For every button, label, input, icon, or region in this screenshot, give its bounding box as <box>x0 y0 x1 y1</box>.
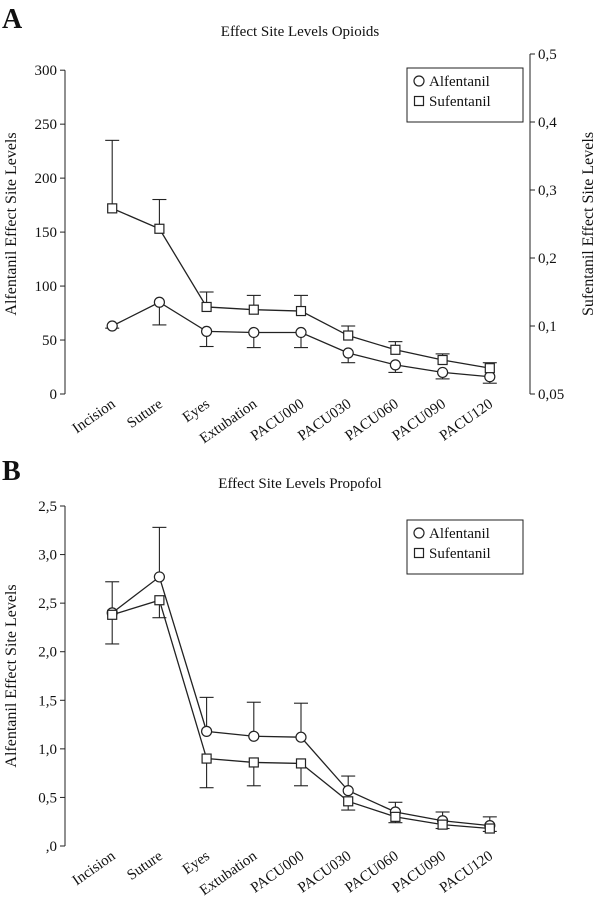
chart-title: Effect Site Levels Propofol <box>218 476 381 492</box>
error-bar <box>294 702 308 738</box>
y-tick-label: 1,5 <box>38 693 57 709</box>
data-point <box>248 304 259 315</box>
x-tick-label: Suture <box>124 396 166 432</box>
x-tick-label: Incision <box>70 848 119 889</box>
chart-panel: B Effect Site Levels Propofol ,0 0,5 1,0 1,5 2… <box>2 456 524 899</box>
legend-marker <box>413 527 425 539</box>
legend-label: Alfentanil <box>429 74 490 90</box>
data-point <box>295 326 307 339</box>
data-point <box>437 819 448 830</box>
legend-label: Sufentanil <box>429 94 491 110</box>
data-point <box>201 325 213 337</box>
data-point <box>153 571 165 583</box>
y-tick-label: 100 <box>35 279 58 295</box>
y-axis-title: Alfentanil Effect Site Levels <box>3 132 20 315</box>
error-bar <box>152 526 167 577</box>
x-tick-label: Eyes <box>180 848 213 878</box>
data-point <box>106 320 118 332</box>
data-point <box>248 326 260 339</box>
y2-tick-label: 0,4 <box>538 115 557 131</box>
legend-marker <box>413 95 425 107</box>
data-point <box>154 223 165 234</box>
error-bar <box>246 701 261 737</box>
y-tick-label: 0,5 <box>38 790 57 806</box>
data-point <box>201 301 212 313</box>
x-tick-label: Eyes <box>180 396 213 426</box>
y-tick-label: 2,5 <box>38 596 57 612</box>
legend-marker <box>413 547 425 559</box>
y2-tick-label: 0,2 <box>538 251 557 267</box>
y-tick-label: 1,0 <box>38 742 57 758</box>
data-point <box>295 305 307 317</box>
x-tick-label: Suture <box>124 848 166 884</box>
error-bar <box>105 139 120 209</box>
y2-tick-label: 0,5 <box>538 47 557 63</box>
y2-tick-label: 0,1 <box>538 319 557 335</box>
data-point <box>153 296 165 308</box>
chart-title: Effect Site Levels Opioids <box>221 24 380 40</box>
x-tick-label: PACU120 <box>437 848 496 896</box>
data-point <box>343 330 354 341</box>
panel-label: A <box>2 4 23 35</box>
chart-panel: A Effect Site Levels Opioids 0 50 100 150 200 2… <box>2 4 597 447</box>
data-point <box>484 363 495 374</box>
panel-label: B <box>2 456 21 487</box>
data-point <box>484 823 495 834</box>
data-point <box>295 731 307 743</box>
error-bar <box>199 696 214 732</box>
data-point <box>248 757 259 768</box>
y-tick-label: 50 <box>42 333 57 349</box>
data-point <box>343 796 354 807</box>
legend: Alfentanil Sufentanil <box>406 67 524 123</box>
y-tick-label: 2,5 <box>38 499 57 515</box>
data-point <box>437 354 448 366</box>
series-line <box>111 575 490 827</box>
legend-box <box>406 519 524 575</box>
x-tick-label: PACU120 <box>437 396 496 444</box>
legend: Alfentanil Sufentanil <box>406 519 524 575</box>
data-point <box>390 344 401 355</box>
data-point <box>248 730 260 742</box>
data-point <box>390 811 401 822</box>
data-point <box>342 347 354 359</box>
data-point <box>295 758 307 769</box>
y-tick-label: 300 <box>35 63 58 79</box>
y-axis-title: Alfentanil Effect Site Levels <box>3 584 20 767</box>
y-tick-label: 0 <box>50 387 58 403</box>
y2-tick-label: 0,05 <box>538 387 564 403</box>
legend-marker <box>413 75 425 87</box>
data-point <box>107 203 118 214</box>
y2-axis-title: Sufentanil Effect Site Levels <box>580 132 597 316</box>
data-point <box>201 725 213 737</box>
y-tick-label: 150 <box>35 225 58 241</box>
y-tick-label: 2,0 <box>38 645 57 661</box>
y-tick-label: 3,0 <box>38 548 57 564</box>
legend-label: Sufentanil <box>429 546 491 562</box>
data-point <box>201 753 212 764</box>
data-point <box>437 366 449 379</box>
legend-box <box>406 67 524 123</box>
y-tick-label: 250 <box>35 117 58 133</box>
legend-label: Alfentanil <box>429 526 490 542</box>
data-point <box>107 609 118 620</box>
data-point <box>342 785 354 797</box>
y2-tick-label: 0,3 <box>538 183 557 199</box>
data-point <box>389 359 401 371</box>
y-tick-label: 200 <box>35 171 58 187</box>
data-point <box>154 595 165 606</box>
x-tick-label: Incision <box>70 396 119 437</box>
y-tick-label: ,0 <box>46 839 57 855</box>
